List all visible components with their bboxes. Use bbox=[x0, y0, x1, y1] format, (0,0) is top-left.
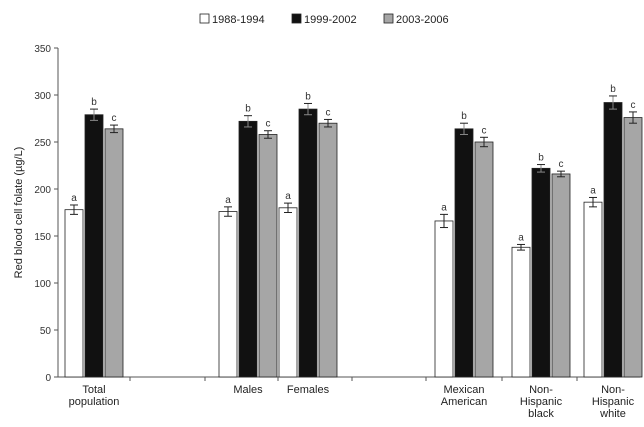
legend: 1988-1994 1999-2002 2003-2006 bbox=[199, 13, 449, 26]
significance-label: b bbox=[305, 91, 311, 102]
bar-2003-2006 bbox=[318, 122, 338, 378]
legend-swatch bbox=[199, 13, 210, 24]
x-tick-label-line: population bbox=[69, 396, 120, 408]
bar-2003-2006 bbox=[474, 141, 494, 378]
bar-1999-2002 bbox=[454, 128, 474, 378]
x-tick-label-line: Females bbox=[287, 384, 330, 396]
legend-swatch bbox=[383, 13, 394, 24]
y-tick-label: 150 bbox=[34, 232, 51, 243]
significance-label: a bbox=[518, 232, 524, 243]
x-tick-label-line: Mexican bbox=[444, 384, 485, 396]
significance-label: b bbox=[538, 153, 544, 164]
significance-label: c bbox=[112, 113, 117, 124]
y-tick-label: 350 bbox=[34, 44, 51, 55]
x-tick-label-line: Hispanic bbox=[592, 396, 635, 408]
y-tick-label: 0 bbox=[45, 373, 51, 384]
bar-1988-1994 bbox=[434, 220, 454, 378]
bar-2003-2006 bbox=[258, 134, 278, 378]
bar-1999-2002 bbox=[298, 108, 318, 378]
bar-1988-1994 bbox=[511, 246, 531, 378]
x-axis-tick-labels: Total population Males Females Mexican Americ… bbox=[69, 384, 635, 420]
x-tick-label-line: Non- bbox=[529, 384, 553, 396]
bar-2003-2006 bbox=[623, 117, 643, 378]
bar-2003-2006 bbox=[551, 173, 571, 378]
bar-1988-1994 bbox=[218, 211, 238, 378]
x-tick-label-line: black bbox=[528, 408, 554, 420]
x-tick-label-line: Hispanic bbox=[520, 396, 563, 408]
legend-label: 1999-2002 bbox=[304, 14, 357, 26]
legend-label: 1988-1994 bbox=[212, 14, 265, 26]
y-tick-label: 200 bbox=[34, 185, 51, 196]
y-tick-label: 50 bbox=[40, 326, 52, 337]
legend-swatch bbox=[291, 13, 302, 24]
significance-label: b bbox=[461, 111, 467, 122]
x-tick-label-line: white bbox=[599, 408, 626, 420]
significance-label: b bbox=[245, 104, 251, 115]
bar-1999-2002 bbox=[531, 167, 551, 378]
bar-1999-2002 bbox=[603, 102, 623, 378]
significance-label: c bbox=[266, 119, 271, 130]
y-axis-label: Red blood cell folate (µg/L) bbox=[13, 147, 25, 279]
x-tick-label-line: American bbox=[441, 396, 487, 408]
x-tick-label-line: Non- bbox=[601, 384, 625, 396]
bar-2003-2006 bbox=[104, 128, 124, 378]
bar-1999-2002 bbox=[84, 114, 104, 378]
y-tick-label: 100 bbox=[34, 279, 51, 290]
x-tick-label: Males bbox=[233, 384, 263, 396]
y-tick-label: 300 bbox=[34, 91, 51, 102]
legend-label: 2003-2006 bbox=[396, 14, 449, 26]
significance-label: c bbox=[326, 107, 331, 118]
bar-1999-2002 bbox=[238, 120, 258, 378]
y-tick-label: 250 bbox=[34, 138, 51, 149]
x-tick-label-line: Total bbox=[82, 384, 105, 396]
significance-label: c bbox=[559, 159, 564, 170]
significance-label: b bbox=[610, 84, 616, 95]
x-tick-label: Total population bbox=[69, 384, 120, 408]
significance-label: b bbox=[91, 97, 97, 108]
significance-label: a bbox=[590, 185, 596, 196]
significance-label: a bbox=[441, 202, 447, 213]
x-tick-label: Females bbox=[287, 384, 330, 396]
significance-label: c bbox=[482, 125, 487, 136]
x-tick-label: Non-Hispanic white bbox=[592, 384, 635, 420]
bar-1988-1994 bbox=[64, 209, 84, 378]
x-tick-label-line: Males bbox=[233, 384, 263, 396]
bar-1988-1994 bbox=[278, 207, 298, 378]
significance-label: c bbox=[631, 100, 636, 111]
significance-label: a bbox=[285, 191, 291, 202]
significance-label: a bbox=[71, 193, 77, 204]
x-tick-label: Non-Hispanic black bbox=[520, 384, 563, 420]
x-tick-label: Mexican American bbox=[441, 384, 487, 408]
significance-label: a bbox=[225, 195, 231, 206]
bars: a b c a b c a b c a b c a b c a b c bbox=[64, 84, 643, 378]
bar-1988-1994 bbox=[583, 201, 603, 378]
